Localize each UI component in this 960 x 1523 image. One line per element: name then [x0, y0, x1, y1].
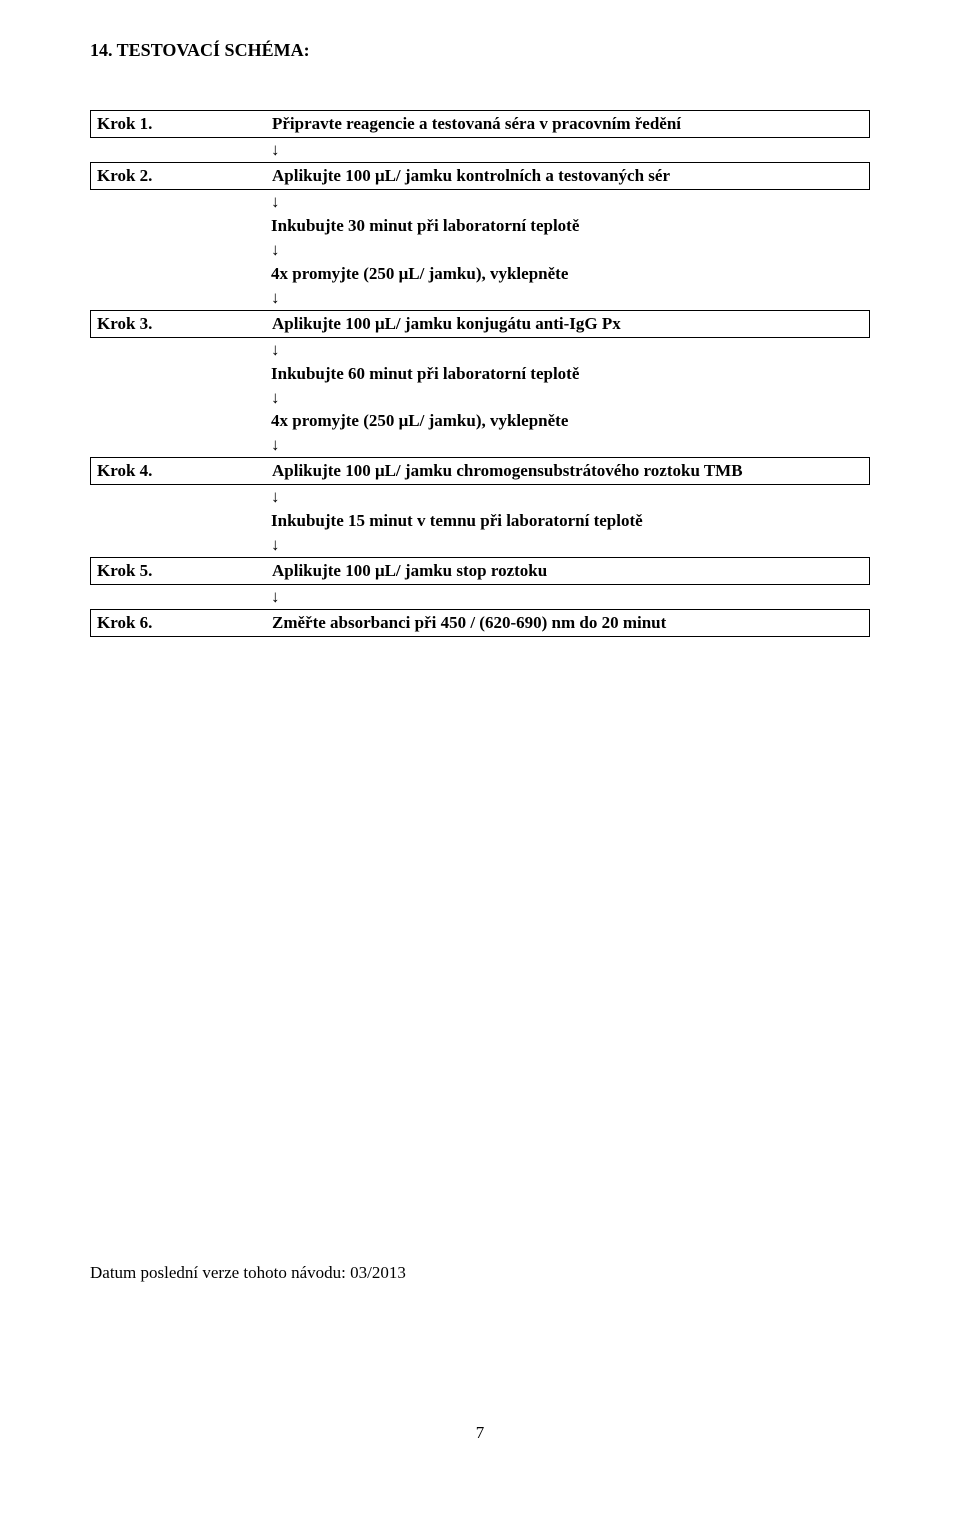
down-arrow-icon: ↓ — [271, 485, 870, 510]
page-number: 7 — [476, 1423, 485, 1443]
step-text-3: Aplikujte 100 μL/ jamku konjugátu anti-I… — [272, 314, 863, 334]
step-label-2: Krok 2. — [97, 166, 272, 186]
step-row-4: Krok 4. Aplikujte 100 μL/ jamku chromoge… — [90, 457, 870, 485]
incubate-60: Inkubujte 60 minut při laboratorní teplo… — [271, 363, 870, 386]
step-row-3: Krok 3. Aplikujte 100 μL/ jamku konjugát… — [90, 310, 870, 338]
incubate-15: Inkubujte 15 minut v temnu při laborator… — [271, 510, 870, 533]
step-text-2: Aplikujte 100 μL/ jamku kontrolních a te… — [272, 166, 863, 186]
down-arrow-icon: ↓ — [271, 286, 870, 311]
down-arrow-icon: ↓ — [271, 585, 870, 610]
step-label-4: Krok 4. — [97, 461, 272, 481]
step-row-1: Krok 1. Připravte reagencie a testovaná … — [90, 110, 870, 138]
down-arrow-icon: ↓ — [271, 238, 870, 263]
section-title: 14. TESTOVACÍ SCHÉMA: — [90, 40, 870, 61]
down-arrow-icon: ↓ — [271, 138, 870, 163]
step-text-6: Změřte absorbanci při 450 / (620-690) nm… — [272, 613, 863, 633]
step-row-2: Krok 2. Aplikujte 100 μL/ jamku kontroln… — [90, 162, 870, 190]
down-arrow-icon: ↓ — [271, 190, 870, 215]
wash-line: 4x promyjte (250 μL/ jamku), vyklepněte — [271, 410, 870, 433]
step-text-4: Aplikujte 100 μL/ jamku chromogensubstrá… — [272, 461, 863, 481]
step-label-5: Krok 5. — [97, 561, 272, 581]
footer-version: Datum poslední verze tohoto návodu: 03/2… — [90, 1263, 406, 1283]
down-arrow-icon: ↓ — [271, 386, 870, 411]
step-label-6: Krok 6. — [97, 613, 272, 633]
step-label-1: Krok 1. — [97, 114, 272, 134]
step-row-5: Krok 5. Aplikujte 100 μL/ jamku stop roz… — [90, 557, 870, 585]
down-arrow-icon: ↓ — [271, 433, 870, 458]
step-text-5: Aplikujte 100 μL/ jamku stop roztoku — [272, 561, 863, 581]
incubate-30: Inkubujte 30 minut při laboratorní teplo… — [271, 215, 870, 238]
step-row-6: Krok 6. Změřte absorbanci při 450 / (620… — [90, 609, 870, 637]
wash-line: 4x promyjte (250 μL/ jamku), vyklepněte — [271, 263, 870, 286]
step-label-3: Krok 3. — [97, 314, 272, 334]
step-text-1: Připravte reagencie a testovaná séra v p… — [272, 114, 863, 134]
down-arrow-icon: ↓ — [271, 338, 870, 363]
down-arrow-icon: ↓ — [271, 533, 870, 558]
